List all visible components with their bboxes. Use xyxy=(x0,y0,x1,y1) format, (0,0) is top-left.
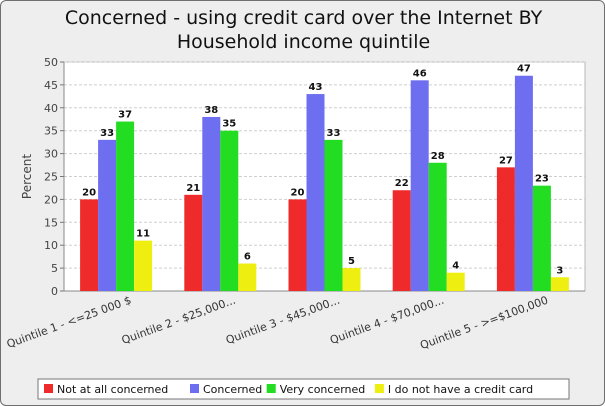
data-label: 47 xyxy=(517,64,531,75)
bar xyxy=(238,263,257,291)
y-tick-label: 20 xyxy=(44,193,58,206)
y-tick-label: 45 xyxy=(44,79,58,92)
data-label: 33 xyxy=(327,128,341,139)
data-label: 22 xyxy=(395,178,409,189)
bar xyxy=(220,130,239,291)
bar xyxy=(532,185,551,291)
bar xyxy=(446,272,465,291)
bar xyxy=(184,194,203,291)
legend-box xyxy=(37,378,570,400)
data-label: 3 xyxy=(556,265,563,276)
data-label: 27 xyxy=(499,155,513,166)
y-tick-label: 35 xyxy=(44,125,58,138)
data-label: 20 xyxy=(291,187,305,198)
x-tick-label: Quintile 2 - $25,000... xyxy=(120,294,237,347)
bar xyxy=(306,94,325,291)
data-label: 38 xyxy=(204,105,218,116)
bar xyxy=(428,162,447,291)
bar xyxy=(202,116,221,292)
data-label: 21 xyxy=(186,183,200,194)
data-label: 33 xyxy=(100,128,114,139)
legend-swatch xyxy=(374,384,384,393)
bar xyxy=(116,121,135,291)
y-tick-label: 25 xyxy=(44,171,58,184)
y-tick-label: 40 xyxy=(44,102,58,115)
data-label: 11 xyxy=(136,229,150,240)
chart-title-line-1: Concerned - using credit card over the I… xyxy=(64,7,543,29)
bar xyxy=(496,167,515,291)
bar xyxy=(134,240,153,291)
data-label: 43 xyxy=(309,82,323,93)
legend-label: I do not have a credit card xyxy=(388,383,533,396)
y-tick-label: 0 xyxy=(51,285,58,298)
chart-title-line-2: Household income quintile xyxy=(176,31,431,53)
y-tick-label: 30 xyxy=(44,148,58,161)
bar xyxy=(392,190,411,291)
bar xyxy=(324,139,343,291)
y-tick-label: 15 xyxy=(44,216,58,229)
data-label: 6 xyxy=(244,252,251,263)
legend-swatch xyxy=(190,384,199,393)
legend-label: Very concerned xyxy=(280,383,366,396)
y-axis-label: Percent xyxy=(20,154,34,199)
legend-label: Not at all concerned xyxy=(57,383,168,396)
data-label: 28 xyxy=(431,151,445,162)
data-label: 46 xyxy=(413,68,427,79)
y-tick-label: 50 xyxy=(44,56,58,69)
bar xyxy=(98,139,117,291)
bar xyxy=(80,199,99,291)
data-label: 20 xyxy=(82,187,96,198)
legend-swatch xyxy=(44,384,53,393)
data-label: 23 xyxy=(535,174,549,185)
data-label: 35 xyxy=(222,119,236,130)
x-tick-label: Quintile 3 - $45,000... xyxy=(224,294,341,347)
legend-swatch xyxy=(266,384,276,393)
bar xyxy=(288,199,307,291)
legend-label: Concerned xyxy=(203,383,262,396)
x-tick-label: Quintile 1 - <=25 000 $ xyxy=(5,294,133,351)
bar xyxy=(514,75,533,292)
y-tick-label: 10 xyxy=(44,239,58,252)
data-label: 37 xyxy=(118,110,132,121)
data-label: 4 xyxy=(452,261,459,272)
bar xyxy=(342,268,361,291)
bar xyxy=(410,80,429,291)
bar xyxy=(550,277,569,291)
data-label: 5 xyxy=(348,256,355,267)
y-tick-label: 5 xyxy=(51,262,58,275)
